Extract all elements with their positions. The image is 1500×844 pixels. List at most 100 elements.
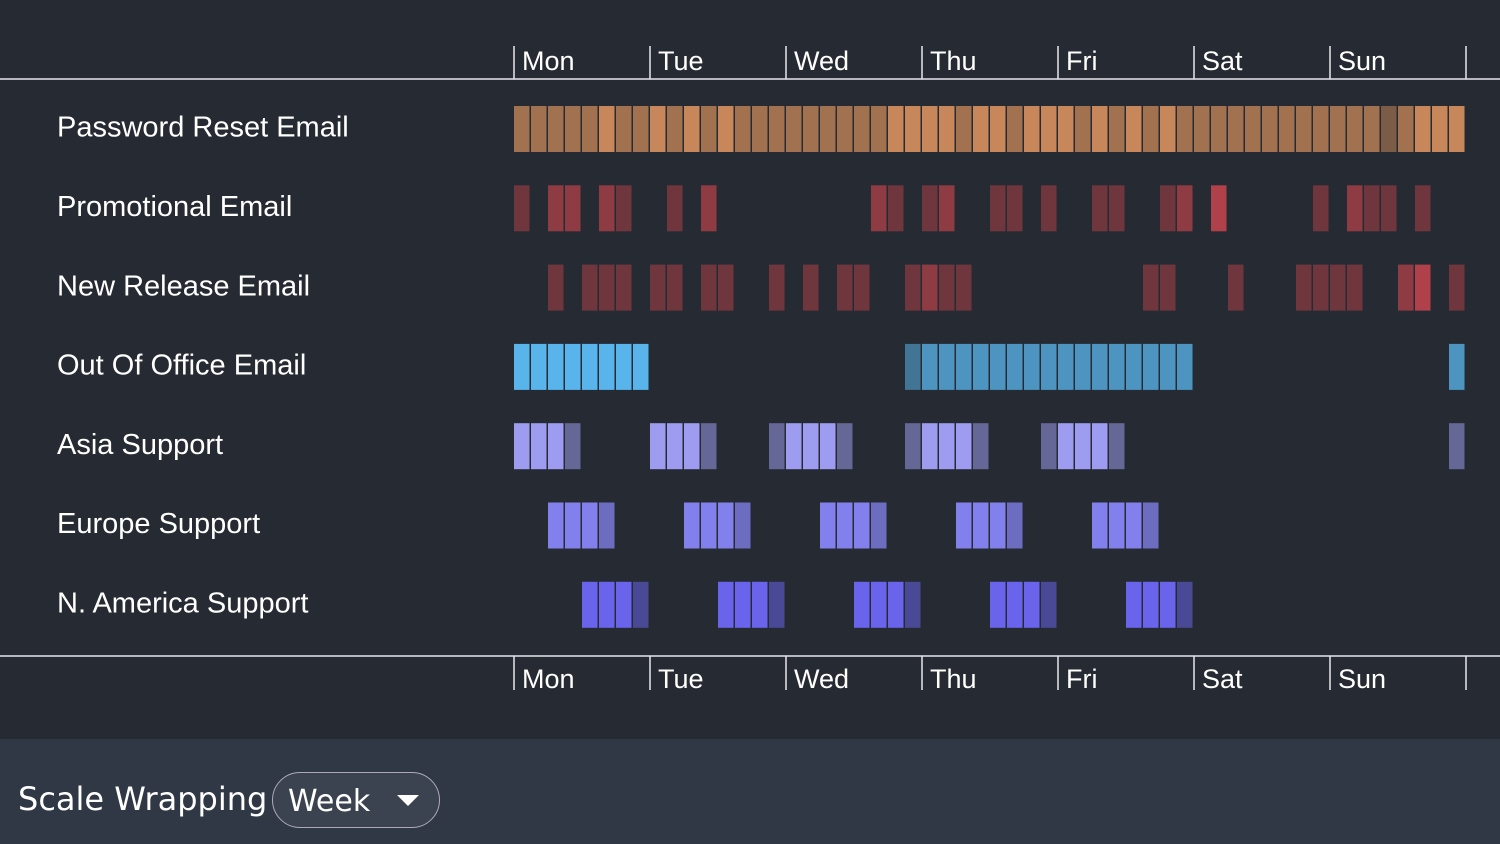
cell (531, 106, 547, 152)
cell (1024, 581, 1040, 628)
chart: Mon Tue Wed Thu Fri Sat Sun Mon Tue Wed Thu Fri Sat S… (0, 46, 1500, 694)
cell (1449, 343, 1465, 390)
cell (1143, 106, 1159, 152)
cell (1058, 343, 1074, 390)
cell (633, 343, 649, 390)
cell (1007, 502, 1023, 549)
row-label: Out Of Office Email (57, 350, 306, 382)
row-label: Asia Support (57, 429, 223, 461)
cell (1126, 106, 1142, 152)
cell (786, 423, 802, 470)
cell (565, 185, 581, 232)
cell (667, 423, 683, 470)
day-label: Tue (658, 664, 704, 694)
cell (1041, 185, 1057, 232)
cell (599, 343, 615, 390)
cell (769, 423, 785, 470)
cell (718, 264, 734, 311)
cell (1109, 423, 1125, 470)
day-label: Thu (930, 664, 977, 694)
scale-select[interactable]: Week (272, 772, 440, 828)
cell (565, 502, 581, 549)
cell (1075, 106, 1091, 152)
cell (616, 581, 632, 628)
cell (973, 106, 989, 152)
cell (1449, 106, 1465, 152)
cell (548, 106, 564, 152)
cell (582, 264, 598, 311)
cell (599, 264, 615, 311)
cell (1347, 264, 1363, 311)
cell (905, 581, 921, 628)
cell (939, 423, 955, 470)
cell (1347, 106, 1363, 152)
cell (1398, 264, 1414, 311)
cell (1143, 581, 1159, 628)
cell (939, 264, 955, 311)
cell (633, 106, 649, 152)
row-label: Promotional Email (57, 191, 292, 223)
cell (1262, 106, 1278, 152)
cell (854, 502, 870, 549)
cell (684, 106, 700, 152)
day-label: Wed (794, 664, 849, 694)
cell (922, 185, 938, 232)
cell (1007, 106, 1023, 152)
day-label: Tue (658, 46, 704, 76)
cell (582, 106, 598, 152)
cell (582, 581, 598, 628)
cell (684, 502, 700, 549)
day-label: Fri (1066, 46, 1097, 76)
cell (871, 106, 887, 152)
cell (667, 185, 683, 232)
cell (837, 423, 853, 470)
cell (1313, 106, 1329, 152)
cell (1058, 423, 1074, 470)
cell (1024, 106, 1040, 152)
cell (786, 106, 802, 152)
cell (667, 264, 683, 311)
cell (1296, 264, 1312, 311)
day-label: Thu (930, 46, 977, 76)
cell (752, 581, 768, 628)
cell (1449, 264, 1465, 311)
cell (1330, 264, 1346, 311)
cell (565, 343, 581, 390)
cell (1432, 106, 1448, 152)
cell (1381, 185, 1397, 232)
cell (1364, 185, 1380, 232)
cell (616, 264, 632, 311)
cell (1177, 185, 1193, 232)
cell (769, 264, 785, 311)
cell (990, 502, 1006, 549)
cell (1075, 343, 1091, 390)
row-label: New Release Email (57, 270, 310, 302)
cell (531, 343, 547, 390)
cell (701, 264, 717, 311)
cell (956, 106, 972, 152)
cell (1109, 343, 1125, 390)
cell (565, 106, 581, 152)
cell (803, 264, 819, 311)
day-label: Sun (1338, 46, 1386, 76)
cell (1041, 423, 1057, 470)
cell (514, 185, 530, 232)
cell (650, 264, 666, 311)
cell (922, 423, 938, 470)
cell (1143, 343, 1159, 390)
cell (990, 106, 1006, 152)
cell (1092, 423, 1108, 470)
cell (1245, 106, 1261, 152)
cell (854, 264, 870, 311)
cell (1211, 185, 1227, 232)
cell (871, 581, 887, 628)
cell (939, 343, 955, 390)
cell (1143, 502, 1159, 549)
cell (1143, 264, 1159, 311)
cell (514, 343, 530, 390)
cell (973, 343, 989, 390)
cell (701, 185, 717, 232)
cell (599, 185, 615, 232)
cell (752, 106, 768, 152)
